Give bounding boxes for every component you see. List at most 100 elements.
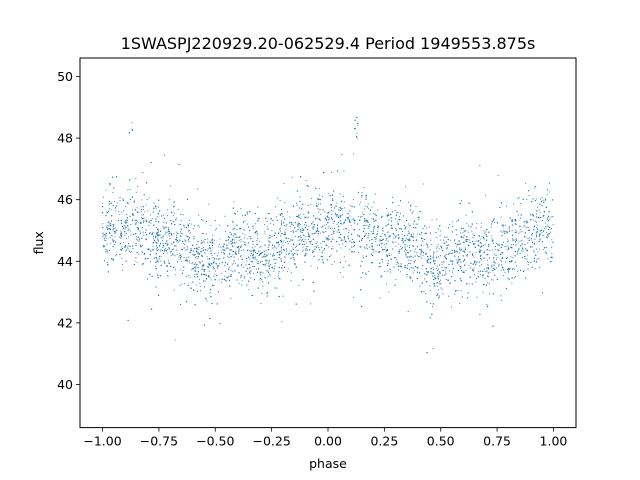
- data-point: [160, 260, 162, 262]
- data-point: [224, 275, 226, 277]
- data-point: [528, 226, 530, 229]
- data-point: [409, 205, 411, 207]
- data-point: [536, 258, 538, 260]
- data-point: [307, 238, 310, 241]
- data-point: [336, 202, 338, 204]
- data-point: [162, 243, 164, 245]
- data-point: [544, 222, 546, 224]
- data-point: [243, 276, 245, 278]
- data-point: [230, 243, 232, 245]
- data-point: [200, 290, 202, 292]
- data-point: [386, 283, 388, 285]
- data-point: [289, 216, 291, 218]
- data-point: [217, 258, 219, 260]
- data-point: [395, 278, 397, 281]
- data-point: [437, 268, 440, 270]
- data-point: [124, 205, 127, 207]
- data-point: [517, 270, 519, 272]
- data-point: [533, 219, 535, 221]
- data-point: [177, 241, 179, 243]
- data-point: [231, 220, 233, 222]
- data-point: [330, 254, 332, 256]
- data-point: [435, 268, 438, 270]
- data-point: [119, 199, 121, 201]
- data-point: [307, 245, 309, 248]
- data-point: [208, 244, 211, 247]
- data-point: [548, 216, 550, 218]
- data-point: [124, 245, 126, 247]
- data-point: [195, 255, 197, 257]
- data-point: [441, 288, 443, 290]
- data-point: [352, 218, 354, 220]
- data-point: [460, 290, 462, 292]
- data-point: [124, 247, 126, 249]
- data-point: [502, 241, 505, 243]
- data-point: [157, 242, 159, 244]
- data-point: [201, 264, 203, 266]
- data-point: [366, 247, 368, 249]
- data-point: [552, 224, 554, 226]
- data-point: [130, 251, 132, 253]
- data-point: [160, 249, 162, 251]
- data-point: [328, 246, 330, 248]
- data-point: [268, 263, 270, 265]
- data-point: [468, 264, 470, 266]
- data-point: [138, 211, 140, 213]
- data-point: [214, 273, 216, 275]
- data-point: [434, 286, 436, 288]
- data-point: [207, 238, 209, 240]
- data-point: [237, 258, 239, 260]
- data-point: [188, 236, 191, 239]
- data-point: [155, 226, 158, 228]
- data-point: [316, 267, 319, 269]
- data-point: [542, 248, 544, 251]
- data-point: [157, 233, 159, 235]
- data-point: [127, 229, 129, 232]
- data-point: [312, 226, 314, 228]
- data-point: [458, 252, 461, 254]
- data-point: [328, 192, 330, 195]
- data-point: [533, 251, 535, 253]
- data-point: [319, 203, 321, 205]
- data-point: [250, 277, 252, 279]
- data-point: [520, 240, 522, 242]
- data-point: [196, 291, 198, 293]
- data-point: [128, 236, 130, 238]
- data-point: [268, 259, 270, 261]
- data-point: [378, 251, 380, 253]
- data-point: [522, 226, 524, 228]
- data-point: [336, 223, 338, 225]
- data-point: [208, 262, 210, 264]
- data-point: [535, 231, 537, 233]
- data-point: [535, 236, 538, 238]
- data-point: [493, 242, 495, 244]
- data-point: [422, 237, 424, 239]
- data-point: [291, 176, 293, 178]
- data-point: [104, 251, 106, 253]
- data-point: [412, 256, 414, 259]
- data-point: [248, 263, 250, 266]
- data-point: [453, 239, 455, 242]
- data-point: [246, 223, 248, 225]
- data-point: [174, 266, 176, 268]
- data-point: [434, 260, 436, 262]
- data-point: [551, 253, 553, 255]
- data-point: [332, 248, 334, 250]
- data-point: [115, 255, 117, 257]
- data-point: [500, 230, 502, 232]
- data-point: [520, 203, 522, 205]
- data-point: [449, 239, 451, 241]
- data-point: [392, 211, 394, 213]
- data-point: [425, 292, 427, 294]
- data-point: [479, 248, 481, 250]
- data-point: [359, 204, 361, 206]
- data-point: [211, 250, 213, 252]
- data-point: [297, 249, 299, 252]
- data-point: [318, 247, 320, 249]
- data-point: [195, 256, 197, 259]
- data-point: [176, 254, 178, 256]
- data-point: [256, 233, 258, 235]
- data-point: [434, 274, 436, 277]
- data-point: [440, 283, 442, 285]
- data-point: [298, 226, 300, 228]
